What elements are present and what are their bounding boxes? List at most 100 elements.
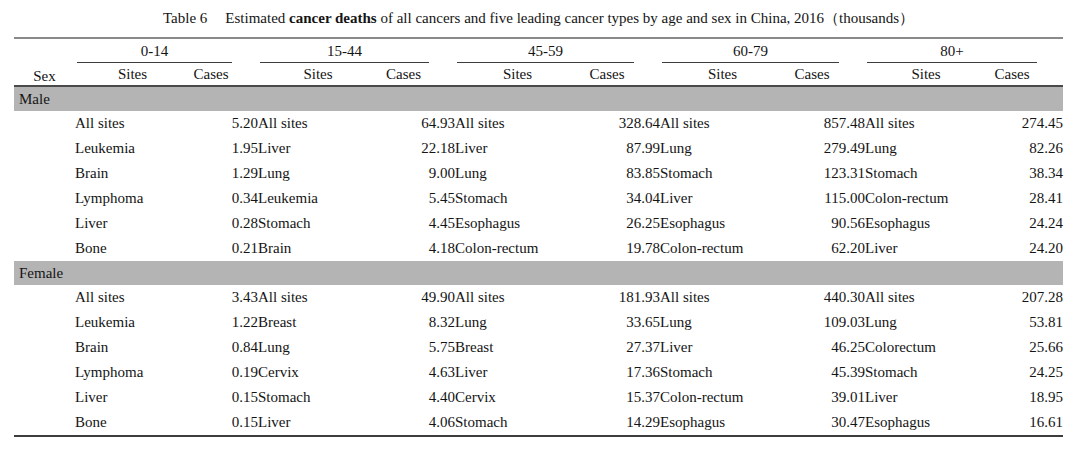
- site-cell: Esophagus: [660, 410, 785, 436]
- cases-cell: 25.66: [987, 335, 1063, 360]
- cases-cell: 4.18: [378, 236, 455, 261]
- site-cell: Leukemia: [258, 186, 378, 211]
- site-cell: All sites: [865, 285, 987, 310]
- site-cell: Lung: [660, 310, 785, 335]
- caption-text-before: Estimated: [225, 10, 289, 26]
- site-cell: All sites: [865, 111, 987, 136]
- age-group-label: 45-59: [457, 43, 634, 63]
- site-cell: Lung: [455, 161, 580, 186]
- site-cell: Lymphoma: [75, 186, 190, 211]
- table-row: Bone0.15Liver4.06Stomach14.29Esophagus30…: [14, 410, 1063, 436]
- site-cell: Bone: [75, 236, 190, 261]
- cases-cell: 24.24: [987, 211, 1063, 236]
- sex-spacer-cell: [14, 136, 75, 161]
- cases-cell: 274.45: [987, 111, 1063, 136]
- cases-cell: 24.20: [987, 236, 1063, 261]
- paper-page: Table 6Estimated cancer deaths of all ca…: [14, 0, 1063, 437]
- cases-cell: 5.45: [378, 186, 455, 211]
- cases-cell: 30.47: [785, 410, 865, 436]
- site-cell: Lymphoma: [75, 360, 190, 385]
- site-cell: Liver: [865, 385, 987, 410]
- table-row: Leukemia1.95Liver22.18Liver87.99Lung279.…: [14, 136, 1063, 161]
- sites-cases-header-row: Sites Cases Sites Cases Sites Cases Site…: [14, 63, 1063, 86]
- col-header-cases-80plus: Cases: [987, 63, 1063, 86]
- site-cell: All sites: [455, 111, 580, 136]
- cases-cell: 0.15: [190, 410, 258, 436]
- site-cell: Stomach: [865, 360, 987, 385]
- site-cell: Liver: [75, 385, 190, 410]
- section-label: Female: [14, 261, 1063, 285]
- cases-cell: 0.84: [190, 335, 258, 360]
- col-header-cases-15-44: Cases: [378, 63, 455, 86]
- col-header-sites-80plus: Sites: [865, 63, 987, 86]
- table-row: All sites3.43All sites49.90All sites181.…: [14, 285, 1063, 310]
- sex-spacer-cell: [14, 360, 75, 385]
- table-row: Brain1.29Lung9.00Lung83.85Stomach123.31S…: [14, 161, 1063, 186]
- cases-cell: 1.29: [190, 161, 258, 186]
- cases-cell: 4.63: [378, 360, 455, 385]
- cases-cell: 33.65: [580, 310, 660, 335]
- site-cell: Liver: [660, 335, 785, 360]
- cases-cell: 328.64: [580, 111, 660, 136]
- cases-cell: 18.95: [987, 385, 1063, 410]
- site-cell: Brain: [75, 161, 190, 186]
- age-group-label: 15-44: [260, 43, 429, 63]
- caption-text-after: of all cancers and five leading cancer t…: [377, 10, 914, 26]
- caption-bold-phrase: cancer deaths: [289, 10, 377, 26]
- cases-cell: 45.39: [785, 360, 865, 385]
- site-cell: Leukemia: [75, 310, 190, 335]
- site-cell: Esophagus: [865, 410, 987, 436]
- site-cell: All sites: [455, 285, 580, 310]
- cases-cell: 14.29: [580, 410, 660, 436]
- site-cell: Liver: [258, 410, 378, 436]
- cases-cell: 82.26: [987, 136, 1063, 161]
- cases-cell: 3.43: [190, 285, 258, 310]
- site-cell: Brain: [75, 335, 190, 360]
- cases-cell: 9.00: [378, 161, 455, 186]
- site-cell: All sites: [660, 111, 785, 136]
- cases-cell: 15.37: [580, 385, 660, 410]
- site-cell: Lung: [258, 161, 378, 186]
- site-cell: Colon-rectum: [455, 236, 580, 261]
- table-row: Liver0.28Stomach4.45Esophagus26.25Esopha…: [14, 211, 1063, 236]
- cases-cell: 123.31: [785, 161, 865, 186]
- sex-spacer-cell: [14, 285, 75, 310]
- site-cell: All sites: [258, 285, 378, 310]
- cases-cell: 17.36: [580, 360, 660, 385]
- site-cell: Liver: [75, 211, 190, 236]
- site-cell: Liver: [865, 236, 987, 261]
- sex-spacer-cell: [14, 335, 75, 360]
- caption-text: Estimated cancer deaths of all cancers a…: [225, 9, 914, 28]
- age-group-label: 80+: [867, 43, 1037, 63]
- site-cell: All sites: [660, 285, 785, 310]
- site-cell: Leukemia: [75, 136, 190, 161]
- age-group-label: 0-14: [77, 43, 232, 63]
- age-group-label: 60-79: [662, 43, 839, 63]
- cases-cell: 22.18: [378, 136, 455, 161]
- cases-cell: 49.90: [378, 285, 455, 310]
- site-cell: Stomach: [455, 186, 580, 211]
- site-cell: Lung: [865, 310, 987, 335]
- cases-cell: 1.22: [190, 310, 258, 335]
- site-cell: Esophagus: [455, 211, 580, 236]
- site-cell: Stomach: [455, 410, 580, 436]
- site-cell: Liver: [660, 186, 785, 211]
- table-row: Liver0.15Stomach4.40Cervix15.37Colon-rec…: [14, 385, 1063, 410]
- col-header-cases-45-59: Cases: [580, 63, 660, 86]
- site-cell: Breast: [258, 310, 378, 335]
- age-group-header-80plus: 80+: [865, 38, 1063, 63]
- site-cell: Liver: [455, 136, 580, 161]
- cases-cell: 0.15: [190, 385, 258, 410]
- table-row: Leukemia1.22Breast8.32Lung33.65Lung109.0…: [14, 310, 1063, 335]
- cases-cell: 64.93: [378, 111, 455, 136]
- cases-cell: 0.34: [190, 186, 258, 211]
- table-body: MaleAll sites5.20All sites64.93All sites…: [14, 86, 1063, 436]
- site-cell: Colorectum: [865, 335, 987, 360]
- cases-cell: 46.25: [785, 335, 865, 360]
- table-row: All sites5.20All sites64.93All sites328.…: [14, 111, 1063, 136]
- site-cell: Stomach: [865, 161, 987, 186]
- cases-cell: 62.20: [785, 236, 865, 261]
- cases-cell: 38.34: [987, 161, 1063, 186]
- cases-cell: 181.93: [580, 285, 660, 310]
- cases-cell: 26.25: [580, 211, 660, 236]
